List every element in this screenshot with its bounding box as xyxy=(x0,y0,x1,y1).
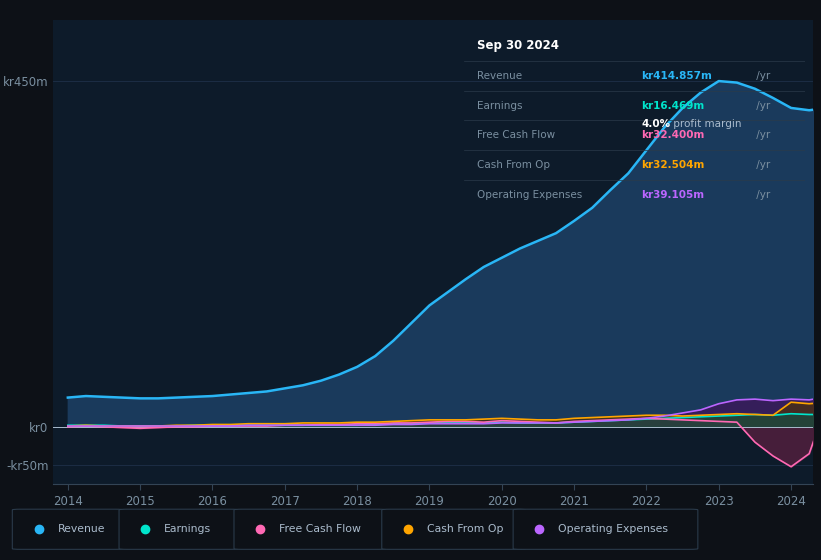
Text: Operating Expenses: Operating Expenses xyxy=(478,190,583,200)
Text: /yr: /yr xyxy=(754,130,771,141)
Text: Free Cash Flow: Free Cash Flow xyxy=(478,130,556,141)
Text: kr414.857m: kr414.857m xyxy=(641,71,712,81)
Text: kr32.504m: kr32.504m xyxy=(641,160,704,170)
Text: 4.0%: 4.0% xyxy=(641,119,670,129)
FancyBboxPatch shape xyxy=(12,509,123,549)
Text: /yr: /yr xyxy=(754,101,771,110)
Text: kr16.469m: kr16.469m xyxy=(641,101,704,110)
Text: /yr: /yr xyxy=(754,190,771,200)
FancyBboxPatch shape xyxy=(234,509,386,549)
Text: Operating Expenses: Operating Expenses xyxy=(558,524,668,534)
Text: Earnings: Earnings xyxy=(478,101,523,110)
Text: Earnings: Earnings xyxy=(164,524,211,534)
Text: kr39.105m: kr39.105m xyxy=(641,190,704,200)
Text: Free Cash Flow: Free Cash Flow xyxy=(279,524,361,534)
Text: Sep 30 2024: Sep 30 2024 xyxy=(478,39,559,53)
Text: /yr: /yr xyxy=(754,160,771,170)
Text: profit margin: profit margin xyxy=(670,119,741,129)
FancyBboxPatch shape xyxy=(119,509,238,549)
FancyBboxPatch shape xyxy=(513,509,698,549)
Text: Revenue: Revenue xyxy=(57,524,105,534)
FancyBboxPatch shape xyxy=(382,509,525,549)
Text: kr32.400m: kr32.400m xyxy=(641,130,704,141)
Text: Cash From Op: Cash From Op xyxy=(427,524,503,534)
Text: Cash From Op: Cash From Op xyxy=(478,160,551,170)
Text: Revenue: Revenue xyxy=(478,71,523,81)
Text: /yr: /yr xyxy=(754,71,771,81)
